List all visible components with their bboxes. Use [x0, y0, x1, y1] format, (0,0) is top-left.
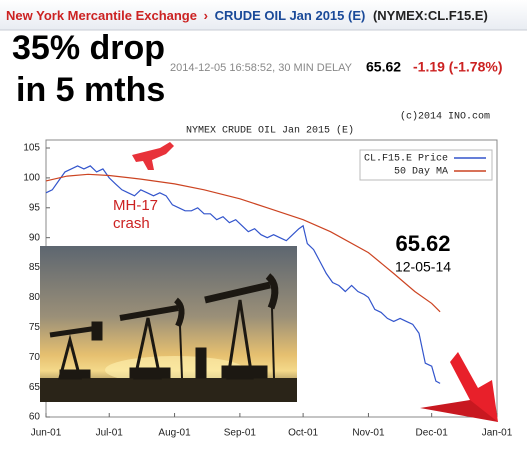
header-bar	[0, 0, 527, 30]
x-tick-label: Dec-01	[416, 428, 449, 439]
contract-name: CRUDE OIL Jan 2015 (E)	[215, 8, 366, 23]
event-annotation: MH-17	[113, 197, 158, 214]
y-tick-label: 95	[29, 202, 41, 213]
y-tick-label: 75	[29, 322, 41, 333]
airplane-icon	[132, 142, 174, 170]
price-line	[45, 165, 441, 384]
y-tick-label: 60	[29, 412, 41, 423]
separator: ›	[204, 8, 208, 23]
header-line: New York Mercantile Exchange › CRUDE OIL…	[6, 8, 488, 23]
x-tick-label: Jul-01	[96, 428, 124, 439]
headline: 35% drop	[12, 29, 165, 67]
x-tick-label: Jun-01	[31, 428, 62, 439]
y-tick-label: 85	[29, 262, 41, 273]
y-tick-label: 65	[29, 382, 41, 393]
y-tick-label: 90	[29, 232, 41, 243]
y-tick-label: 105	[23, 143, 40, 154]
symbol: (NYMEX:CL.F15.E)	[373, 8, 488, 23]
exchange-link[interactable]: New York Mercantile Exchange	[6, 8, 197, 23]
y-tick-label: 80	[29, 292, 41, 303]
timestamp: 2014-12-05 16:58:52, 30 MIN DELAY	[170, 62, 353, 74]
legend-label: 50 Day MA	[394, 167, 448, 178]
price-line	[45, 173, 441, 313]
legend-label: CL.F15.E Price	[364, 153, 448, 165]
price-change: -1.19 (-1.78%)	[413, 59, 502, 75]
y-tick-label: 70	[29, 352, 41, 363]
chart-title: NYMEX CRUDE OIL Jan 2015 (E)	[186, 125, 354, 137]
date-annotation: 12-05-14	[395, 259, 451, 275]
y-tick-label: 100	[23, 173, 40, 184]
last-price: 65.62	[366, 59, 401, 75]
copyright: (c)2014 INO.com	[400, 111, 490, 123]
arrow-icon	[450, 352, 498, 422]
x-tick-label: Oct-01	[288, 428, 318, 439]
x-tick-label: Aug-01	[158, 428, 191, 439]
x-tick-label: Jan-01	[482, 428, 513, 439]
headline: in 5 mths	[16, 71, 165, 109]
oil-photo	[40, 246, 297, 402]
arrow-icon	[420, 400, 498, 422]
price-annotation: 65.62	[395, 231, 450, 256]
legend-box	[359, 149, 493, 181]
x-tick-label: Nov-01	[352, 428, 385, 439]
event-annotation: crash	[113, 215, 150, 232]
plot: 60 65 70 75 80 85 90 95 100 105 Jun-01 Jul-01 Aug-01…	[23, 139, 513, 439]
x-tick-label: Sep-01	[224, 428, 257, 439]
